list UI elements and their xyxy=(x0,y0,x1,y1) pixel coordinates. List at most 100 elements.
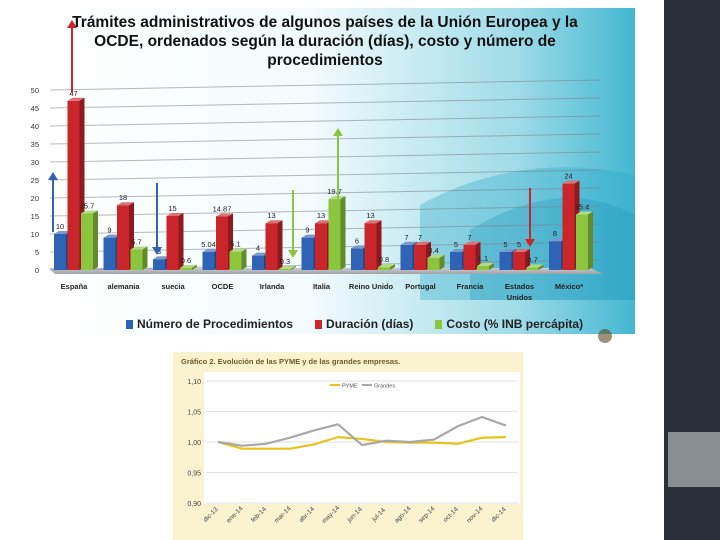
chart1-data-label: 5 xyxy=(517,240,521,249)
legend-procedimientos: Número de Procedimientos xyxy=(126,317,293,331)
chart1-y-tick-label: 30 xyxy=(31,158,39,167)
chart1-y-tick-label: 0 xyxy=(35,266,39,275)
chart1-bar xyxy=(130,249,143,270)
chart1-y-tick-label: 5 xyxy=(35,248,39,257)
chart1-data-label: 9 xyxy=(305,226,309,235)
chart1-category-label: Portugal xyxy=(405,282,435,291)
chart1-bar-top xyxy=(526,264,544,268)
chart1-category-label: OCDE xyxy=(212,282,234,291)
chart1-x-axis: España alemania suecia OCDE Irlanda Italia Rei… xyxy=(61,282,584,302)
chart1-bar xyxy=(328,199,341,270)
chart1-bar-top xyxy=(81,210,98,214)
chart1-bar-top xyxy=(67,97,85,101)
chart1-bar-top xyxy=(378,264,395,268)
chart1-bar-top xyxy=(252,252,269,256)
chart1-data-label: 15.4 xyxy=(575,203,590,212)
chart1-bar-side xyxy=(340,196,346,270)
chart1-bar xyxy=(301,237,314,270)
chart1-category-label: Italia xyxy=(313,282,331,291)
chart1-gridline xyxy=(49,97,601,109)
chart1-data-label: 1.1 xyxy=(478,254,488,263)
chart1-data-label: 0.6 xyxy=(181,256,191,265)
chart1-bar-top xyxy=(549,238,566,242)
chart1-bar-side xyxy=(192,264,197,270)
chart1-bar-top xyxy=(301,234,319,238)
chart1-category-label: Francia xyxy=(457,282,485,291)
chart1-category-label: Reino Unido xyxy=(349,282,394,291)
chart1-bar-side xyxy=(142,246,148,270)
chart1-bar-top xyxy=(477,263,494,267)
legend-label-duracion: Duración (días) xyxy=(326,317,414,331)
chart1-bar-top xyxy=(216,213,233,217)
chart1-data-label: 0.8 xyxy=(379,255,389,264)
chart1-bar-side xyxy=(241,248,247,270)
chart1-bar-top xyxy=(315,220,332,224)
chart1-bar xyxy=(252,255,264,270)
chart1-bar xyxy=(103,237,116,270)
chart1-gridline xyxy=(49,79,601,91)
chart1-category-label: México* xyxy=(555,282,583,291)
chart1-bar xyxy=(202,251,215,270)
chart1-data-label: 9 xyxy=(107,226,111,235)
chart1-bar-top xyxy=(202,248,220,252)
legend-swatch-blue xyxy=(126,319,133,329)
chart1-data-label: 18 xyxy=(119,193,127,202)
chart1-y-tick-label: 10 xyxy=(31,230,39,239)
chart1-bar xyxy=(477,266,489,270)
arrow-down-icon xyxy=(525,239,535,247)
chart1-data-label: 14.87 xyxy=(213,204,232,213)
chart1-data-label: 13 xyxy=(267,211,275,220)
chart1-bar xyxy=(549,241,561,270)
chart1-data-label: 5.7 xyxy=(131,237,141,246)
chart1-y-tick-label: 40 xyxy=(31,122,39,131)
chart1-bar-side xyxy=(588,211,593,270)
legend-swatch-green xyxy=(435,319,443,329)
chart1-bar-side xyxy=(178,213,184,270)
chart1-data-label: 8 xyxy=(553,229,557,238)
chart1-category-label: Irlanda xyxy=(260,282,285,291)
legend-label-costo: Costo (% INB percápita) xyxy=(446,317,584,331)
chart1-data-label: 7 xyxy=(418,233,422,242)
chart1-data-label: 13 xyxy=(317,211,325,220)
chart1-bar-side xyxy=(291,265,296,270)
chart1-data-label: 7 xyxy=(404,233,408,242)
chart1-bar xyxy=(513,252,525,270)
chart1-data-label: 3.4 xyxy=(428,246,438,255)
arrow-down-icon xyxy=(288,250,298,258)
chart1-bar xyxy=(576,214,588,270)
chart1-bar-side xyxy=(277,220,283,270)
chart1-y-tick-label: 25 xyxy=(31,176,39,185)
chart1-bar-top xyxy=(130,246,148,250)
chart2-title: Gráfico 2. Evolución de las PYME y de la… xyxy=(181,357,401,366)
chart1-data-label: 5 xyxy=(503,240,507,249)
chart1-bar xyxy=(351,248,363,270)
chart1-bar-top xyxy=(364,220,382,224)
chart1-bars xyxy=(54,97,593,270)
chart1-bar-side xyxy=(489,263,494,270)
arrow-up-icon xyxy=(333,128,343,136)
chart1-bar xyxy=(229,251,242,270)
chart1-bar xyxy=(364,223,377,270)
chart1-bar-top xyxy=(279,265,296,269)
chart1-bar-top xyxy=(180,264,197,268)
chart1-data-label: 7 xyxy=(467,233,471,242)
chart1-gridline xyxy=(49,187,601,199)
chart1-bar xyxy=(216,216,228,270)
decorative-emblem xyxy=(598,329,612,343)
chart1-bar-side xyxy=(525,249,530,270)
chart1-bar xyxy=(166,216,179,270)
chart1-data-label: 15 xyxy=(168,204,176,213)
chart1-bar-top xyxy=(414,241,431,245)
chart1-bar xyxy=(463,244,476,270)
chart1-bar-top xyxy=(166,213,184,216)
chart1-data-label: 10 xyxy=(56,222,64,231)
chart1-bar-top xyxy=(54,231,71,234)
chart1-bar-side xyxy=(439,254,445,270)
sidebar-accent-block xyxy=(668,432,720,487)
chart1-bar xyxy=(265,223,278,270)
chart1-data-label: 6 xyxy=(355,236,359,245)
chart1-gridline xyxy=(49,115,601,127)
chart1-data-label: 19.7 xyxy=(327,187,342,196)
chart1-bar-top xyxy=(576,211,593,215)
chart1-data-label: 5.1 xyxy=(230,240,240,249)
